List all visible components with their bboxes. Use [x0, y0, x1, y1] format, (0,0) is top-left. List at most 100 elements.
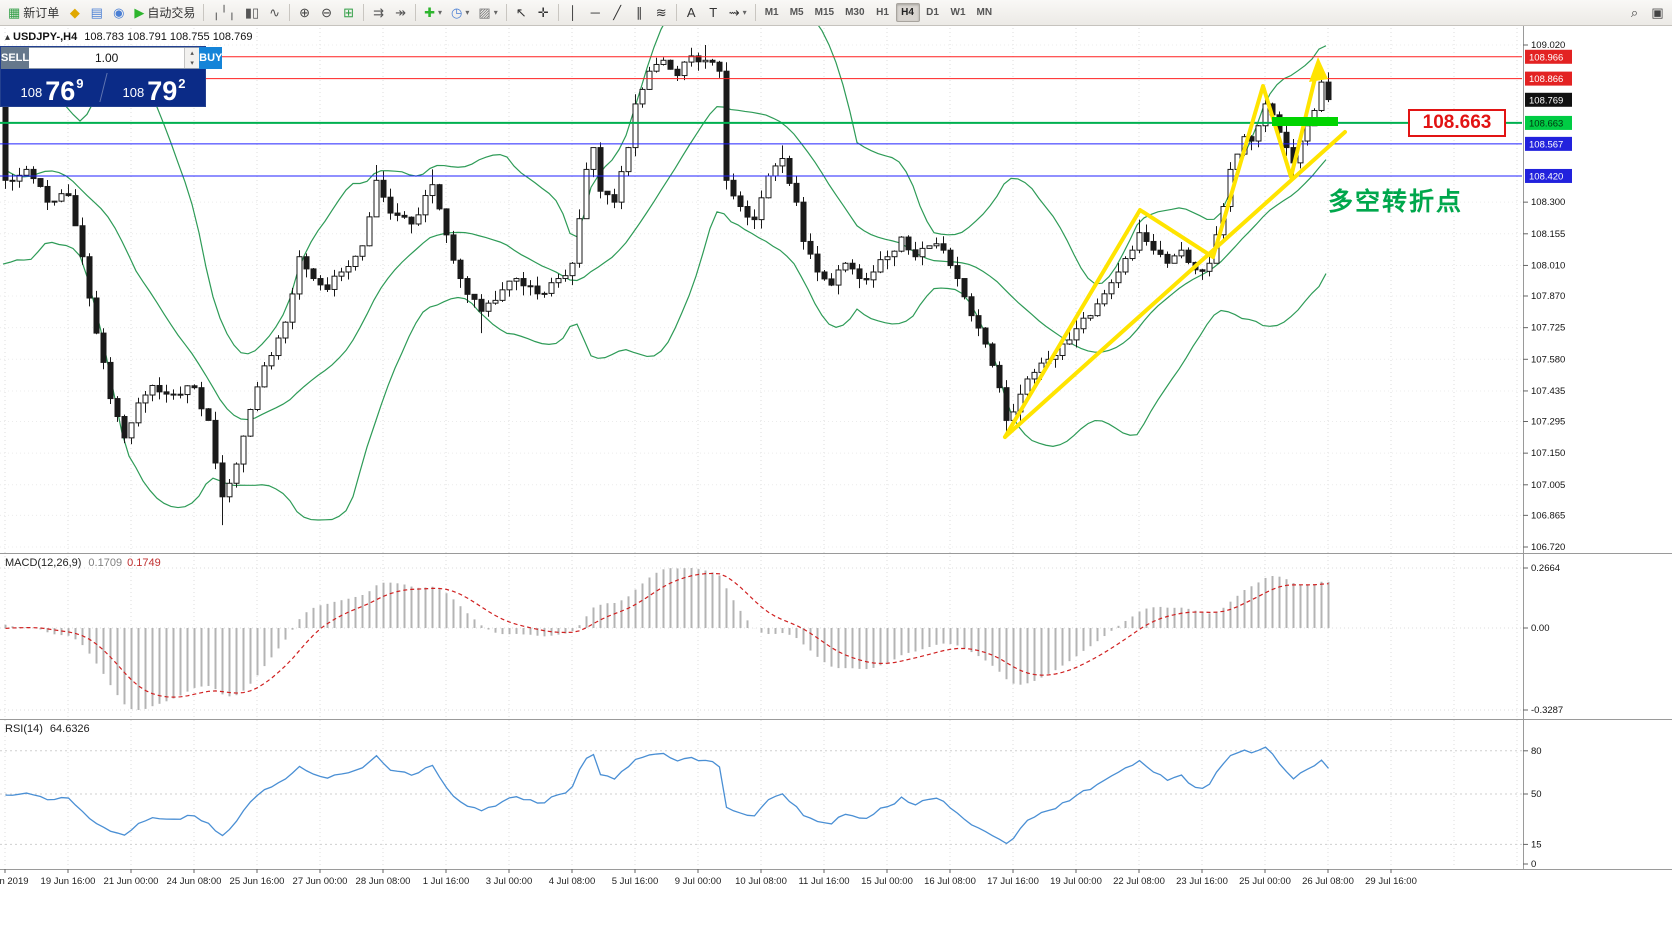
trendline-button[interactable]: ╱	[607, 2, 628, 23]
sell-button[interactable]: SELL	[1, 47, 30, 69]
time-label: 19 Jun 16:00	[41, 876, 96, 887]
time-label: 25 Jun 16:00	[230, 876, 285, 887]
chevron-down-icon: ▾	[465, 8, 470, 17]
timeframe-button-m5[interactable]: M5	[789, 7, 804, 18]
macd-indicator-label: MACD(12,26,9) 0.1709 0.1749	[5, 557, 161, 569]
chevron-down-icon: ▾	[438, 8, 443, 17]
search-button[interactable]: ⌕	[1624, 2, 1645, 23]
time-label: 9 Jul 00:00	[675, 876, 721, 887]
toolbar-right-group: ⌕ ▣	[1624, 2, 1668, 23]
channel-button[interactable]: ∥	[629, 2, 650, 23]
time-label: 10 Jul 08:00	[735, 876, 787, 887]
zoom-in-button[interactable]: ⊕	[294, 2, 315, 23]
new-order-button-label: 新订单	[23, 6, 60, 20]
layout-button[interactable]: ▣	[1647, 2, 1668, 23]
one-click-trading-panel: SELL ▴ ▾ BUY 108 76 9 108 79 2	[0, 46, 223, 107]
zoom-in-icon: ⊕	[299, 5, 311, 20]
grid-layer	[0, 28, 1522, 868]
timeframe-button-m1[interactable]: M1	[764, 7, 779, 18]
periods-button[interactable]: ◷ ▾	[447, 2, 473, 23]
zoom-out-button[interactable]: ⊖	[316, 2, 337, 23]
bar-chart-button[interactable]: ╷╵╷	[208, 2, 239, 23]
tile-windows-button[interactable]: ⊞	[338, 2, 359, 23]
time-label: 26 Jul 08:00	[1302, 876, 1354, 887]
buy-price-big-figure: 108	[122, 85, 145, 100]
vertical-line-button[interactable]: │	[563, 2, 584, 23]
fibonacci-button[interactable]: ≋	[651, 2, 672, 23]
chart-shift-icon: ↠	[395, 5, 407, 20]
buy-button[interactable]: BUY	[199, 47, 223, 69]
horizontal-line-button[interactable]: ─	[585, 2, 606, 23]
auto-trading-button[interactable]: ▶ 自动交易	[130, 2, 199, 23]
time-label: 15 Jul 00:00	[861, 876, 913, 887]
label-button[interactable]: T	[703, 2, 724, 23]
time-label: 11 Jul 16:00	[798, 876, 849, 887]
templates-icon: ▨	[478, 5, 491, 20]
sell-price-pips: 76	[45, 76, 76, 107]
macd-tick-label: 0.00	[1531, 623, 1550, 634]
auto-trading-button-label: 自动交易	[147, 6, 196, 20]
price-line-label: 108.663	[1529, 118, 1563, 129]
macd-main-value: 0.1709	[88, 557, 123, 569]
toolbar-separator	[203, 4, 205, 21]
buy-price[interactable]: 108 79 2	[103, 69, 205, 106]
timeframe-button-h4[interactable]: H4	[895, 3, 920, 22]
templates-button[interactable]: ▨ ▾	[474, 2, 501, 23]
volume-up-button[interactable]: ▴	[185, 48, 200, 58]
line-chart-button[interactable]: ∿	[264, 2, 285, 23]
market-watch-button[interactable]: ▤	[86, 2, 107, 23]
text-button[interactable]: A	[681, 2, 702, 23]
time-label: 21 Jun 00:00	[104, 876, 159, 887]
time-scale[interactable]: 8 Jun 2019 19 Jun 16:00 21 Jun 00:00 24 Jun…	[0, 869, 1417, 887]
symbol-title: USDJPY-,H4	[13, 31, 78, 43]
sell-price[interactable]: 108 76 9	[1, 69, 103, 106]
line-chart-icon: ∿	[269, 5, 281, 20]
toolbar-separator	[754, 4, 756, 21]
buy-price-point: 2	[178, 76, 186, 91]
indicators-button[interactable]: ✚ ▾	[420, 2, 446, 23]
chevron-down-icon: ▾	[493, 8, 498, 17]
chart-window-button[interactable]: ◆	[64, 2, 85, 23]
new-order-icon: ▦	[8, 5, 21, 20]
time-label: 8 Jun 2019	[0, 876, 29, 887]
price-line-label: 108.966	[1529, 52, 1563, 63]
timeframe-button-mn[interactable]: MN	[976, 7, 993, 18]
price-tick-label: 106.865	[1531, 510, 1565, 521]
horizontal-line-icon: ─	[590, 5, 600, 20]
new-order-button[interactable]: ▦ 新订单	[4, 2, 63, 23]
rsi-layer	[5, 746, 1329, 845]
time-label: 17 Jul 16:00	[987, 876, 1039, 887]
timeframe-button-m15[interactable]: M15	[814, 7, 835, 18]
rsi-tick-label: 80	[1531, 746, 1542, 757]
symbol-ohlc-values: 108.783 108.791 108.755 108.769	[84, 31, 253, 43]
toolbar-separator	[415, 4, 417, 21]
chart-shift-button[interactable]: ↠	[390, 2, 411, 23]
price-tick-label: 107.580	[1531, 354, 1565, 365]
shapes-button[interactable]: ⇝ ▾	[725, 2, 751, 23]
data-window-button[interactable]: ◉	[108, 2, 129, 23]
price-scale[interactable]: 109.020 108.300 108.155 108.010 107.870 107.7…	[1523, 40, 1572, 870]
time-label: 16 Jul 08:00	[924, 876, 976, 887]
auto-scroll-button[interactable]: ⇉	[368, 2, 389, 23]
timeframe-button-w1[interactable]: W1	[950, 7, 966, 18]
symbol-info: ▴ USDJPY-,H4 108.783 108.791 108.755 108.7…	[5, 31, 252, 43]
macd-tick-label: -0.3287	[1531, 705, 1563, 716]
volume-down-button[interactable]: ▾	[185, 58, 200, 68]
timeframe-button-h1[interactable]: H1	[876, 7, 889, 18]
volume-input[interactable]	[29, 48, 185, 68]
candle-chart-button[interactable]: ▮▯	[241, 2, 263, 23]
price-tick-label: 108.155	[1531, 229, 1565, 240]
price-tick-label: 107.870	[1531, 291, 1565, 302]
auto-trading-icon: ▶	[134, 5, 145, 20]
toolbar-separator	[557, 4, 559, 21]
time-label: 1 Jul 16:00	[423, 876, 469, 887]
chart-window-icon: ◆	[69, 5, 80, 20]
cursor-button[interactable]: ↖	[511, 2, 532, 23]
price-tick-label: 107.435	[1531, 386, 1565, 397]
time-label: 4 Jul 08:00	[549, 876, 595, 887]
timeframe-button-m30[interactable]: M30	[845, 7, 865, 18]
timeframe-button-d1[interactable]: D1	[926, 7, 939, 18]
crosshair-button[interactable]: ✛	[533, 2, 554, 23]
